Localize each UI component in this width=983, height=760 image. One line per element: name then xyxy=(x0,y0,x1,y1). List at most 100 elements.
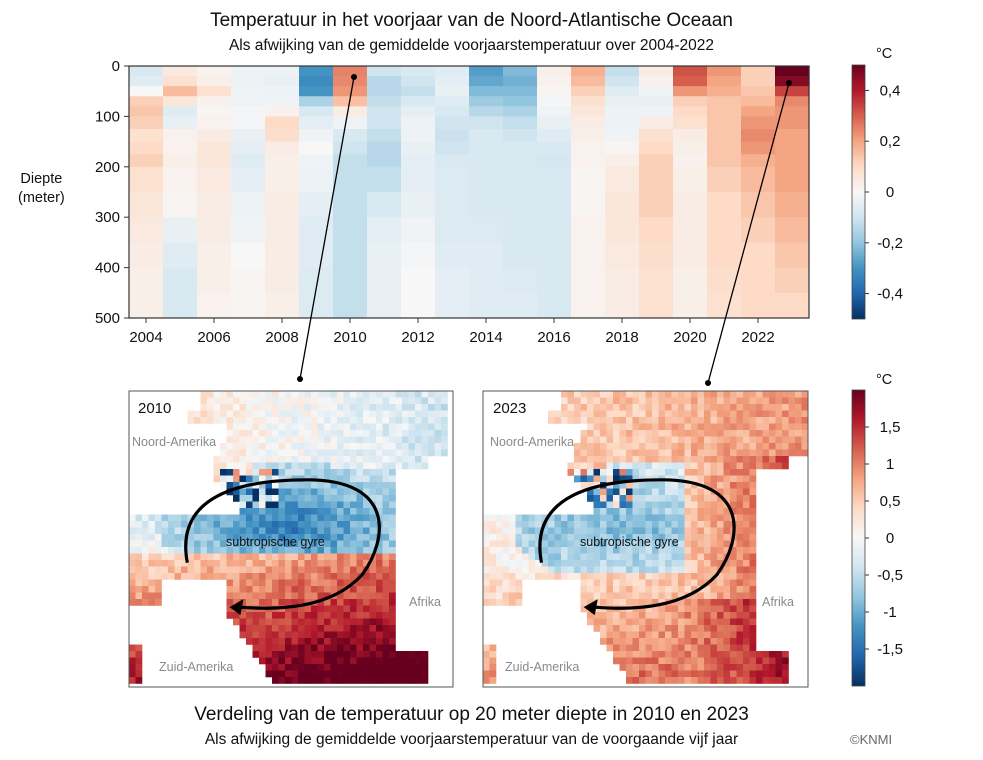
heatmap-cell-2022-150 xyxy=(741,141,776,155)
x-tick-label: 2006 xyxy=(197,329,230,346)
map-2010-cell xyxy=(272,547,279,554)
map-2010-cell xyxy=(252,488,260,496)
map-2023-cell xyxy=(665,651,672,658)
map-2010-cell xyxy=(389,677,396,684)
map-2010-cell xyxy=(376,657,383,665)
map-2023-cell xyxy=(645,573,653,580)
map-2023-cell xyxy=(717,592,724,600)
map-2010-cell xyxy=(363,592,370,600)
map-2023-cell xyxy=(587,436,594,444)
map-2010-cell xyxy=(369,651,377,658)
map-2023-cell xyxy=(736,586,744,593)
map-2010-cell xyxy=(239,449,247,457)
map-2023-cell xyxy=(691,592,698,600)
map-2010-cell xyxy=(285,462,292,470)
map-2010-cell xyxy=(181,527,188,535)
map-2023-cell xyxy=(606,521,614,528)
map-2023-cell xyxy=(652,534,659,541)
map-2010-cell xyxy=(369,527,377,535)
heatmap-cell-2008-400 xyxy=(265,267,300,294)
map-2023-cell xyxy=(710,475,718,483)
map-2010-cell xyxy=(311,514,318,522)
map-2010-cell xyxy=(278,488,286,496)
map-2023-cell xyxy=(652,605,659,613)
map-2023-cell xyxy=(658,488,666,496)
map-2023-cell xyxy=(652,430,659,437)
map-2010-cell xyxy=(382,521,390,528)
map-2023-cell xyxy=(749,631,757,639)
map-2023-cell xyxy=(587,547,594,554)
map-2023-cell xyxy=(678,514,685,522)
map-2010-cell xyxy=(259,547,266,554)
map-2023-cell xyxy=(535,521,542,528)
map-2023-cell xyxy=(652,677,659,684)
map-2023-cell xyxy=(639,527,646,535)
map-2010-cell xyxy=(148,566,156,574)
map-2023-cell xyxy=(723,677,731,684)
map-2010-cell xyxy=(382,540,390,548)
map-2023-cell xyxy=(749,443,757,450)
map-2023-cell xyxy=(613,391,620,398)
map-2010-cell xyxy=(213,462,221,470)
callout-2010-line xyxy=(299,76,355,380)
map-2023-cell xyxy=(626,592,633,600)
map-2010-cell xyxy=(350,553,357,561)
heatmap-cell-2018-400 xyxy=(605,267,640,294)
map-2010-cell xyxy=(265,449,273,457)
map-2010-cell xyxy=(161,547,169,554)
map-2023-cell xyxy=(619,664,627,671)
map-2023-cell xyxy=(574,547,581,554)
map-2023-cell xyxy=(606,573,614,580)
heatmap-cell-2022-450 xyxy=(741,292,776,319)
map-2023-cell xyxy=(665,456,672,463)
map-2023-cell xyxy=(697,625,705,632)
map-2010-cell xyxy=(259,514,266,522)
map-2023-cell xyxy=(535,534,542,541)
map-2023-cell xyxy=(749,638,757,645)
map-2010-cell xyxy=(291,612,299,619)
map-2023-cell xyxy=(665,664,672,671)
colorbar-bottom-tick-label: -1,5 xyxy=(877,641,903,658)
map-2010-cell xyxy=(129,677,136,684)
map-2023-cell xyxy=(489,514,497,522)
map-2023-cell xyxy=(626,540,633,548)
heatmap-cell-2004-200 xyxy=(129,166,164,193)
map-2023-cell xyxy=(743,625,750,632)
map-2010-cell xyxy=(226,423,234,431)
map-2010-cell xyxy=(415,664,422,671)
map-2010-cell xyxy=(142,527,149,535)
map-2023-cell xyxy=(749,560,757,567)
map-2023-cell xyxy=(723,462,731,470)
map-2023-cell xyxy=(619,625,627,632)
map-2010-cell xyxy=(259,404,266,411)
map-2010-cell xyxy=(311,553,318,561)
map-2023-cell xyxy=(756,417,763,424)
map-2010-cell xyxy=(174,540,182,548)
map-2010-cell xyxy=(311,638,318,645)
map-2010-cell xyxy=(265,423,273,431)
map-2023-cell xyxy=(717,560,724,567)
map-2023-cell xyxy=(619,540,627,548)
map-2023-cell xyxy=(736,475,744,483)
map-2023-cell xyxy=(606,404,614,411)
map-2010-cell xyxy=(330,586,338,593)
map-2010-cell xyxy=(343,605,351,613)
heatmap-cell-2018-175 xyxy=(605,154,640,168)
map-2023-cell xyxy=(717,449,724,457)
heatmap-cell-2013-125 xyxy=(435,129,470,143)
map-2010-cell xyxy=(389,495,396,502)
map-2023-cell xyxy=(756,397,763,405)
map-2023-cell xyxy=(710,430,718,437)
map-2010-cell xyxy=(142,599,149,606)
map-2023-cell xyxy=(775,430,783,437)
map-2023-cell xyxy=(671,404,679,411)
heatmap-cell-2019-250 xyxy=(639,192,674,218)
map-2010-cell xyxy=(135,540,143,548)
map-2023-cell xyxy=(801,430,809,437)
map-2010-cell xyxy=(129,657,136,665)
map-2010-cell xyxy=(304,527,312,535)
heatmap-cell-2019-300 xyxy=(639,217,674,243)
heatmap-cell-2019-150 xyxy=(639,141,674,155)
map-2010-cell xyxy=(135,586,143,593)
map-2023-cell xyxy=(509,514,516,522)
